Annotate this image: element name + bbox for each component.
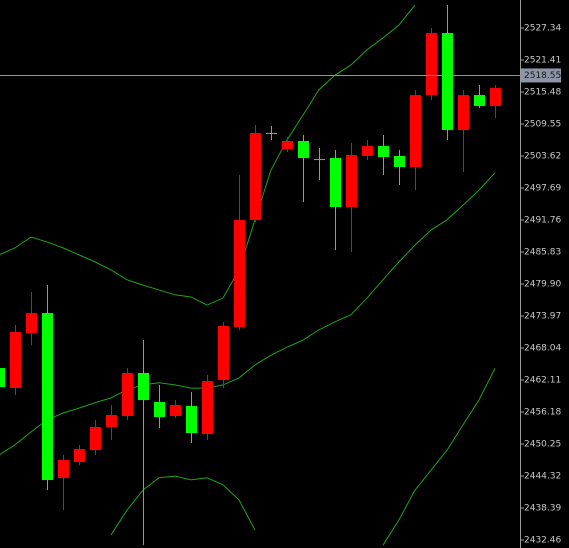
y-tick-label: 2462.11 [524, 376, 561, 386]
band-line [0, 4, 416, 306]
band-line [382, 367, 496, 546]
candle-body [298, 141, 309, 159]
candle-body [266, 133, 277, 135]
candle-body [250, 133, 261, 221]
candle-body [186, 406, 197, 434]
current-price-label: 2518.55 [524, 71, 561, 81]
y-tick-label: 2497.69 [524, 184, 561, 194]
price-axis: 2527.34 2521.41 2515.48 2509.55 2503.62 2497.… [520, 24, 561, 546]
current-price: 2518.55 [0, 68, 561, 83]
candle-body [90, 427, 101, 451]
candle-body [58, 460, 69, 479]
y-tick-label: 2503.62 [524, 152, 561, 162]
candle-body [442, 33, 453, 130]
candle-body [234, 220, 245, 328]
candle-body [122, 372, 133, 417]
candle-body [378, 146, 389, 158]
y-tick-label: 2485.83 [524, 248, 561, 258]
candle-body [26, 313, 37, 334]
current-price-box [521, 68, 561, 83]
y-tick-label: 2479.90 [524, 280, 561, 290]
candle-body [74, 449, 85, 463]
candle-body [362, 146, 373, 157]
candle-body [154, 402, 165, 418]
y-tick-label: 2527.34 [524, 24, 561, 34]
candle-body [474, 95, 485, 106]
candle-body [458, 95, 469, 130]
y-tick-label: 2521.41 [524, 56, 561, 66]
y-tick-label: 2450.25 [524, 440, 561, 450]
candle-body [314, 159, 325, 161]
candle-body [490, 88, 501, 106]
candle-body [282, 141, 293, 149]
candle-body [330, 158, 341, 208]
candle-body [202, 381, 213, 435]
candle-body [170, 404, 181, 417]
candle-body [138, 372, 149, 401]
y-tick-label: 2432.46 [524, 536, 561, 546]
candle-body [346, 154, 357, 208]
y-tick-label: 2491.76 [524, 216, 561, 226]
candle-body [218, 325, 229, 381]
candles [0, 5, 501, 546]
bollinger-bands [0, 4, 496, 546]
y-tick-label: 2515.48 [524, 88, 561, 98]
y-tick-label: 2468.04 [524, 344, 561, 354]
y-tick-label: 2438.39 [524, 504, 561, 514]
y-tick-label: 2444.32 [524, 472, 561, 482]
candle-body [0, 368, 5, 388]
y-tick-label: 2456.18 [524, 408, 561, 418]
candle-body [42, 313, 53, 481]
candle-body [394, 156, 405, 168]
y-tick-label: 2509.55 [524, 120, 561, 130]
candle-body [426, 33, 437, 96]
candle-body [10, 332, 21, 388]
candle-body [106, 415, 117, 428]
y-tick-label: 2473.97 [524, 312, 561, 322]
band-line [0, 172, 496, 456]
band-line [110, 475, 256, 536]
candle-body [410, 95, 421, 168]
